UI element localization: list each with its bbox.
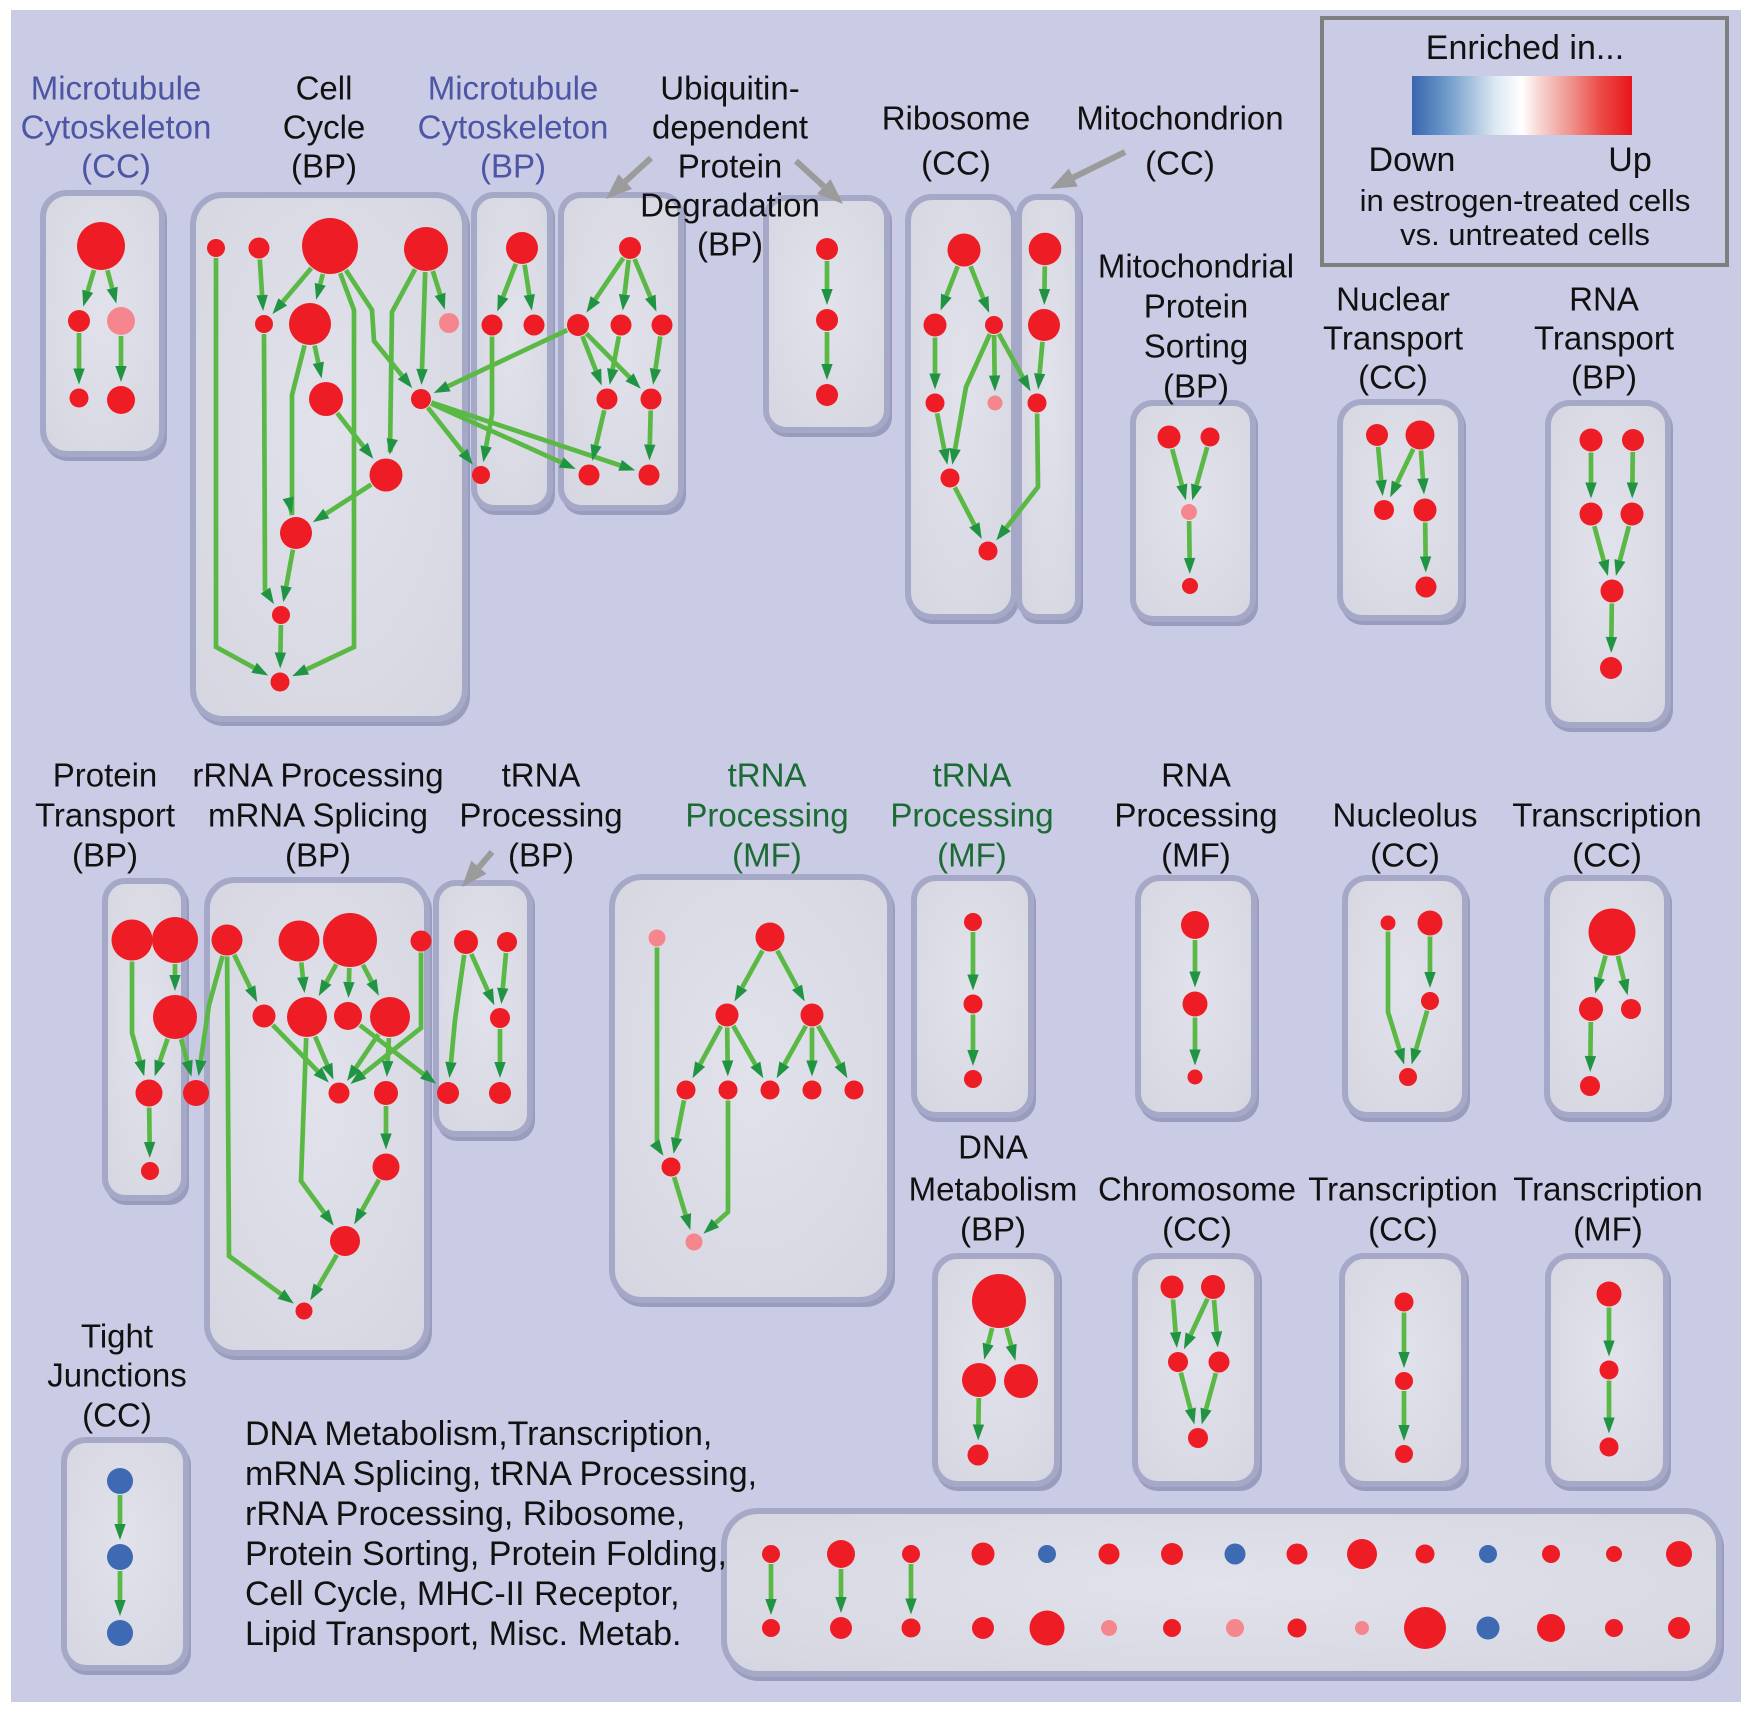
svg-text:Lipid Transport, Misc. Metab.: Lipid Transport, Misc. Metab. (245, 1615, 682, 1653)
svg-text:Degradation: Degradation (640, 187, 820, 224)
svg-text:Ribosome: Ribosome (882, 100, 1031, 137)
svg-text:(BP): (BP) (1571, 359, 1637, 396)
svg-text:Protein: Protein (678, 148, 783, 185)
svg-text:(CC): (CC) (1358, 359, 1428, 396)
svg-text:Down: Down (1369, 141, 1456, 179)
svg-text:rRNA Processing, Ribosome,: rRNA Processing, Ribosome, (245, 1495, 685, 1533)
svg-text:Metabolism: Metabolism (909, 1171, 1078, 1208)
svg-text:Transport: Transport (35, 797, 175, 834)
svg-text:dependent: dependent (652, 109, 808, 146)
svg-text:(BP): (BP) (480, 148, 546, 185)
svg-text:(MF): (MF) (732, 837, 802, 874)
svg-text:(BP): (BP) (72, 837, 138, 874)
svg-text:Nuclear: Nuclear (1336, 281, 1450, 318)
svg-text:Junctions: Junctions (47, 1357, 186, 1394)
svg-text:(CC): (CC) (81, 148, 151, 185)
svg-text:in estrogen-treated cells: in estrogen-treated cells (1360, 183, 1691, 218)
svg-text:(BP): (BP) (285, 837, 351, 874)
svg-text:Enriched in...: Enriched in... (1426, 29, 1624, 67)
svg-text:(CC): (CC) (921, 145, 991, 182)
svg-text:mRNA Splicing, tRNA Processing: mRNA Splicing, tRNA Processing, (245, 1455, 757, 1493)
svg-text:Sorting: Sorting (1144, 328, 1249, 365)
svg-text:Chromosome: Chromosome (1098, 1171, 1296, 1208)
svg-text:(BP): (BP) (1163, 368, 1229, 405)
svg-text:Processing: Processing (685, 797, 848, 834)
svg-text:Ubiquitin-: Ubiquitin- (660, 70, 799, 107)
svg-text:Processing: Processing (890, 797, 1053, 834)
svg-text:tRNA: tRNA (728, 757, 807, 794)
svg-text:(MF): (MF) (1573, 1211, 1643, 1248)
svg-text:Up: Up (1608, 141, 1651, 179)
svg-text:Cytoskeleton: Cytoskeleton (418, 109, 609, 146)
svg-text:(CC): (CC) (1162, 1211, 1232, 1248)
svg-text:Transcription: Transcription (1308, 1171, 1498, 1208)
svg-text:Cytoskeleton: Cytoskeleton (21, 109, 212, 146)
svg-text:RNA: RNA (1569, 281, 1639, 318)
svg-text:Transport: Transport (1534, 320, 1674, 357)
svg-text:Transport: Transport (1323, 320, 1463, 357)
svg-text:DNA: DNA (958, 1129, 1028, 1166)
svg-text:(BP): (BP) (291, 148, 357, 185)
svg-text:Nucleolus: Nucleolus (1333, 797, 1478, 834)
svg-text:(MF): (MF) (937, 837, 1007, 874)
svg-text:tRNA: tRNA (933, 757, 1012, 794)
svg-text:(CC): (CC) (1145, 145, 1215, 182)
svg-text:Protein: Protein (1144, 288, 1249, 325)
svg-text:Cycle: Cycle (283, 109, 366, 146)
svg-text:Microtubule: Microtubule (31, 70, 202, 107)
svg-text:Mitochondrion: Mitochondrion (1076, 100, 1283, 137)
svg-text:Transcription: Transcription (1513, 1171, 1703, 1208)
svg-text:Processing: Processing (459, 797, 622, 834)
svg-text:Processing: Processing (1114, 797, 1277, 834)
svg-text:Transcription: Transcription (1512, 797, 1702, 834)
svg-text:DNA Metabolism,Transcription,: DNA Metabolism,Transcription, (245, 1415, 712, 1453)
svg-text:(CC): (CC) (1370, 837, 1440, 874)
svg-text:Tight: Tight (81, 1318, 153, 1355)
svg-text:tRNA: tRNA (502, 757, 581, 794)
svg-text:Cell Cycle, MHC-II Receptor,: Cell Cycle, MHC-II Receptor, (245, 1575, 680, 1613)
svg-text:Protein Sorting, Protein Foldi: Protein Sorting, Protein Folding, (245, 1535, 727, 1573)
svg-text:(CC): (CC) (82, 1397, 152, 1434)
svg-text:mRNA Splicing: mRNA Splicing (208, 797, 428, 834)
svg-text:RNA: RNA (1161, 757, 1231, 794)
svg-text:(BP): (BP) (697, 226, 763, 263)
svg-text:rRNA Processing: rRNA Processing (192, 757, 443, 794)
svg-text:vs. untreated cells: vs. untreated cells (1400, 217, 1650, 252)
svg-text:Protein: Protein (53, 757, 158, 794)
svg-text:(BP): (BP) (508, 837, 574, 874)
svg-text:(CC): (CC) (1368, 1211, 1438, 1248)
svg-text:(BP): (BP) (960, 1211, 1026, 1248)
svg-text:(CC): (CC) (1572, 837, 1642, 874)
svg-text:Cell: Cell (296, 70, 353, 107)
svg-text:(MF): (MF) (1161, 837, 1231, 874)
svg-text:Microtubule: Microtubule (428, 70, 599, 107)
svg-text:Mitochondrial: Mitochondrial (1098, 248, 1294, 285)
